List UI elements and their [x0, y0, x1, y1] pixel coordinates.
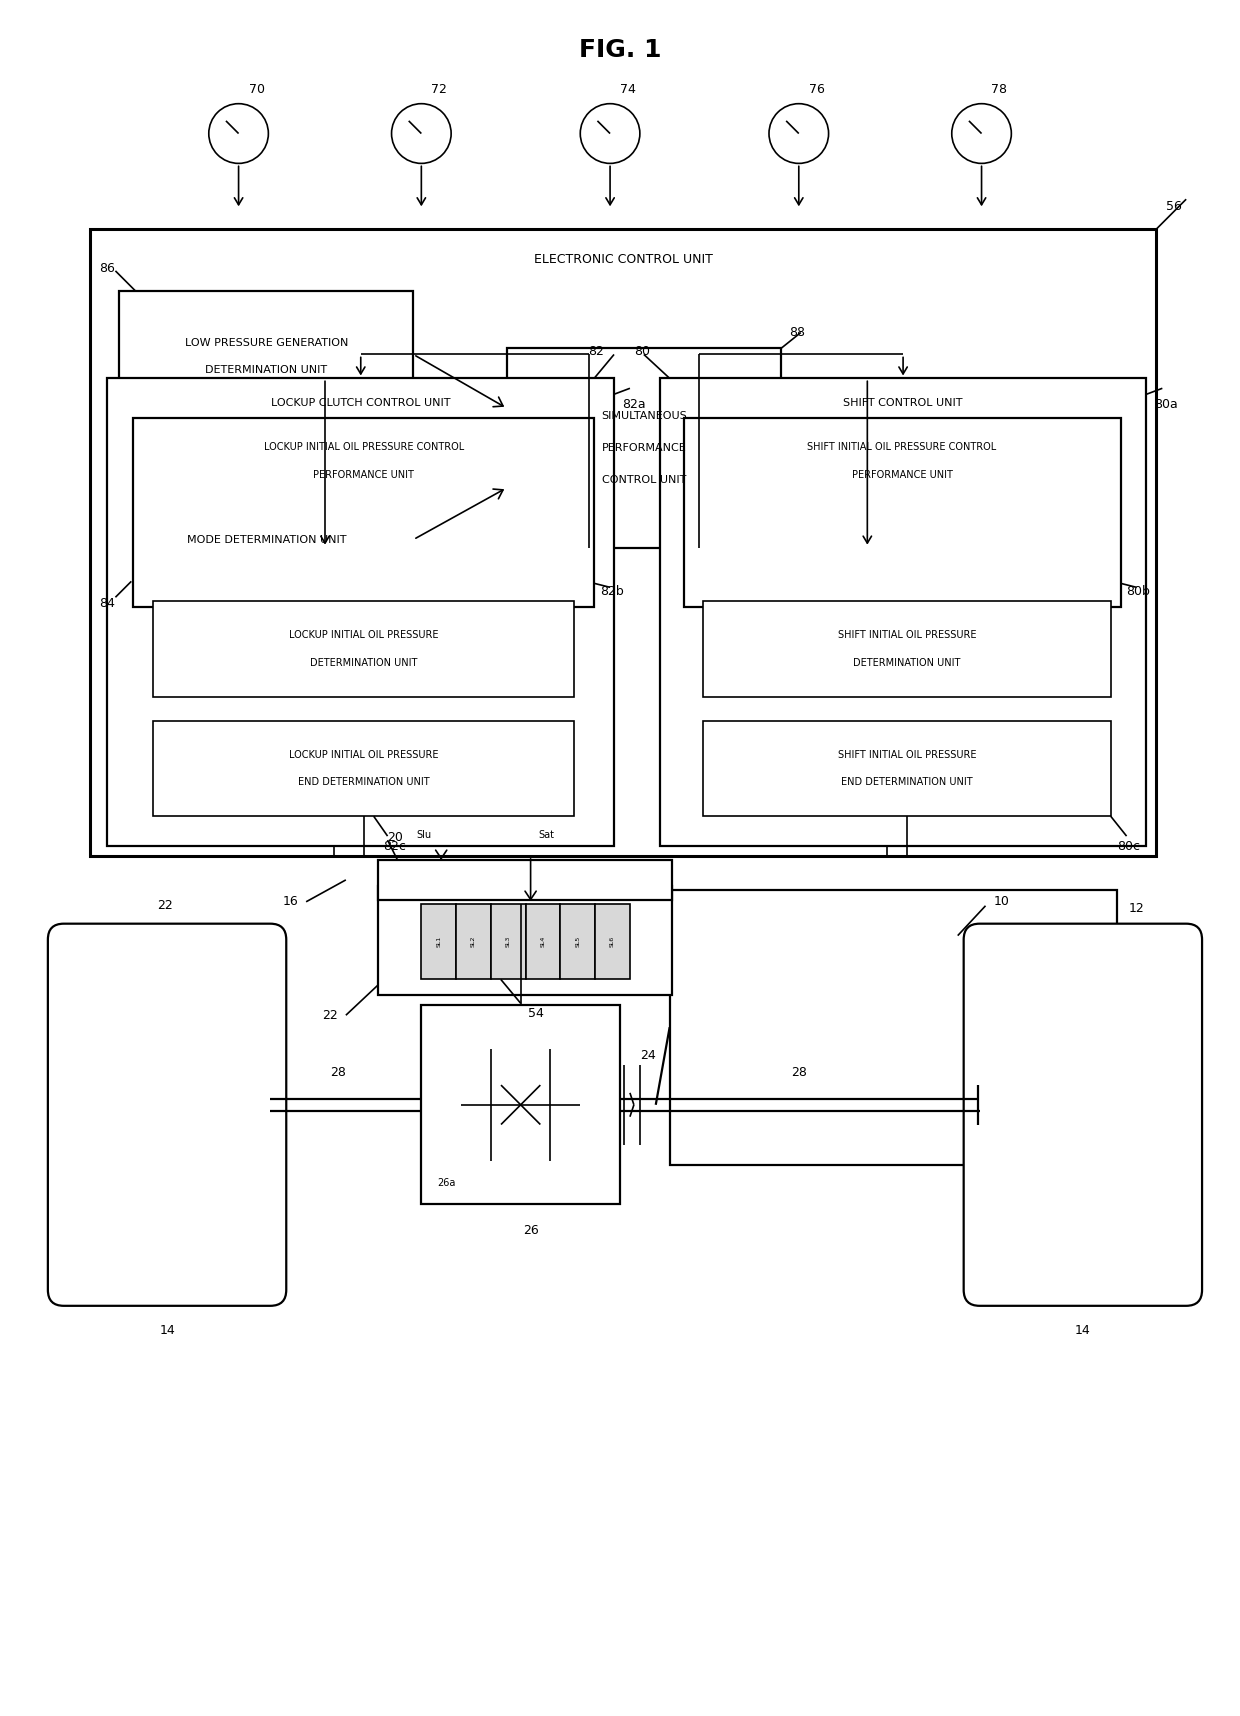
Text: LOCKUP CLUTCH CONTROL UNIT: LOCKUP CLUTCH CONTROL UNIT [272, 398, 450, 408]
Text: SL2: SL2 [471, 935, 476, 947]
Text: SL6: SL6 [610, 935, 615, 947]
Text: 54: 54 [528, 1007, 543, 1021]
Text: 14: 14 [159, 1323, 175, 1337]
Bar [422, 1006, 620, 1205]
Text: 82b: 82b [600, 585, 624, 597]
Bar [456, 904, 491, 980]
Text: 80a: 80a [1154, 398, 1178, 412]
Bar [422, 904, 456, 980]
Bar [491, 904, 526, 980]
Text: LOW PRESSURE GENERATION: LOW PRESSURE GENERATION [185, 338, 348, 348]
Text: 80b: 80b [1127, 585, 1151, 597]
Bar [670, 891, 1117, 1165]
Bar [119, 290, 413, 419]
Bar [154, 721, 574, 817]
Text: 84: 84 [99, 597, 115, 611]
Text: 20: 20 [388, 831, 403, 844]
Text: 80c: 80c [1117, 841, 1140, 853]
Text: SL3: SL3 [506, 935, 511, 947]
Text: 26a: 26a [438, 1179, 455, 1189]
Text: SHIFT INITIAL OIL PRESSURE: SHIFT INITIAL OIL PRESSURE [838, 750, 976, 760]
Text: 16: 16 [283, 896, 298, 908]
Bar [119, 498, 413, 582]
Text: CONTROL UNIT: CONTROL UNIT [601, 475, 686, 486]
Text: 10: 10 [993, 896, 1009, 908]
Bar [378, 860, 672, 899]
Text: 22: 22 [157, 899, 174, 913]
Text: 78: 78 [992, 82, 1007, 96]
FancyBboxPatch shape [48, 923, 286, 1306]
Bar [507, 348, 781, 547]
Text: DETERMINATION UNIT: DETERMINATION UNIT [853, 657, 961, 668]
Text: MODE DETERMINATION UNIT: MODE DETERMINATION UNIT [187, 535, 346, 544]
Text: 88: 88 [789, 326, 805, 338]
Text: 24: 24 [640, 1048, 656, 1062]
Text: 74: 74 [620, 82, 636, 96]
Text: PERFORMANCE: PERFORMANCE [601, 443, 686, 453]
Text: 14: 14 [1075, 1323, 1091, 1337]
Text: 76: 76 [808, 82, 825, 96]
Text: LOCKUP INITIAL OIL PRESSURE: LOCKUP INITIAL OIL PRESSURE [289, 750, 439, 760]
Text: DETERMINATION UNIT: DETERMINATION UNIT [310, 657, 418, 668]
Text: END DETERMINATION UNIT: END DETERMINATION UNIT [841, 777, 973, 788]
Text: SHIFT INITIAL OIL PRESSURE CONTROL: SHIFT INITIAL OIL PRESSURE CONTROL [807, 443, 997, 451]
Text: 80: 80 [634, 345, 650, 359]
Bar [683, 419, 1121, 607]
Bar [703, 721, 1111, 817]
Text: 82c: 82c [383, 841, 407, 853]
Text: DETERMINATION UNIT: DETERMINATION UNIT [206, 366, 327, 376]
Text: ELECTRONIC CONTROL UNIT: ELECTRONIC CONTROL UNIT [533, 252, 713, 266]
Text: Sat: Sat [538, 831, 554, 841]
Text: Slu: Slu [417, 831, 432, 841]
Text: 72: 72 [432, 82, 448, 96]
Bar [378, 885, 672, 995]
Text: 12: 12 [1128, 903, 1145, 915]
Bar [595, 904, 630, 980]
Text: 82a: 82a [622, 398, 646, 412]
Text: 70: 70 [248, 82, 264, 96]
Bar [154, 601, 574, 697]
Text: SHIFT CONTROL UNIT: SHIFT CONTROL UNIT [843, 398, 962, 408]
Bar [133, 419, 594, 607]
Text: SL4: SL4 [541, 935, 546, 947]
Bar [560, 904, 595, 980]
Text: SL5: SL5 [575, 935, 580, 947]
Text: SIMULTANEOUS: SIMULTANEOUS [601, 412, 687, 420]
Text: 82: 82 [588, 345, 604, 359]
Text: PERFORMANCE UNIT: PERFORMANCE UNIT [852, 470, 952, 480]
Text: 28: 28 [330, 1066, 346, 1079]
Text: PERFORMANCE UNIT: PERFORMANCE UNIT [314, 470, 414, 480]
Text: 28: 28 [791, 1066, 807, 1079]
Bar [703, 601, 1111, 697]
Bar [526, 904, 560, 980]
Bar [89, 228, 1157, 856]
Text: 26: 26 [523, 1224, 538, 1237]
Text: 56: 56 [1167, 201, 1182, 213]
Text: LOCKUP INITIAL OIL PRESSURE CONTROL: LOCKUP INITIAL OIL PRESSURE CONTROL [264, 443, 464, 451]
Text: SHIFT INITIAL OIL PRESSURE: SHIFT INITIAL OIL PRESSURE [838, 630, 976, 640]
Text: END DETERMINATION UNIT: END DETERMINATION UNIT [298, 777, 429, 788]
Bar [108, 378, 614, 846]
FancyBboxPatch shape [963, 923, 1202, 1306]
Text: SL1: SL1 [436, 935, 441, 947]
Text: 86: 86 [99, 263, 115, 275]
Text: LOCKUP INITIAL OIL PRESSURE: LOCKUP INITIAL OIL PRESSURE [289, 630, 439, 640]
Bar [660, 378, 1147, 846]
Text: FIG. 1: FIG. 1 [579, 38, 661, 62]
Text: 22: 22 [322, 1009, 339, 1021]
